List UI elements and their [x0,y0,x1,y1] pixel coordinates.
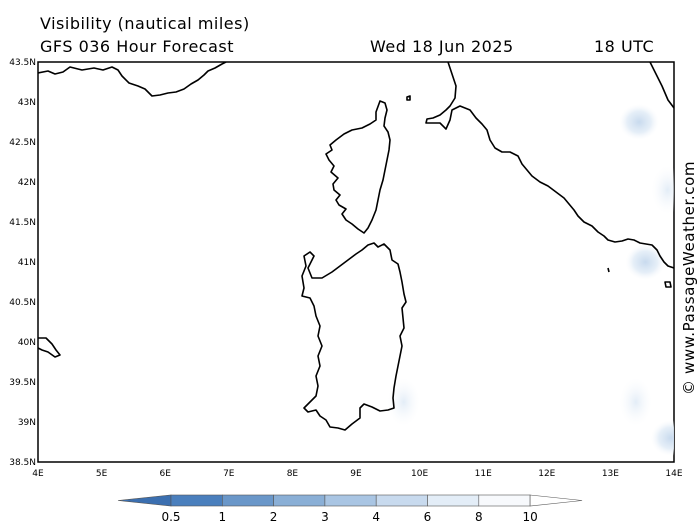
lon-tick-label: 7E [223,469,235,479]
map-title: Visibility (nautical miles) [40,14,250,33]
visibility-shading [387,104,674,456]
forecast-time: 18 UTC [594,37,655,56]
forecast-model: GFS 036 Hour Forecast [40,37,235,56]
low-visibility-area-4 [619,378,652,426]
lon-tick-label: 11E [475,469,492,479]
forecast-date: Wed 18 Jun 2025 [370,37,514,56]
colorbar-label: 10 [522,510,537,524]
colorbar-segment [170,494,223,507]
lon-tick-label: 12E [538,469,555,479]
coastlines [38,62,674,431]
island-corsica [325,100,391,234]
lat-tick-label: 42.5N [9,138,36,148]
visibility-colorbar: 0.5 1 2 3 4 6 8 10 [117,494,583,524]
lat-tick-label: 39.5N [9,378,36,388]
coast-italy [425,62,674,269]
lat-tick-label: 40N [18,338,36,348]
lat-tick-label: 41.5N [9,218,36,228]
colorbar-label: 1 [218,510,226,524]
islet-elba [406,95,411,101]
colorbar-label: 6 [424,510,432,524]
low-visibility-area-5 [650,420,674,456]
islet-ponza [607,267,610,273]
coast-italy-south-upper [649,62,674,109]
low-visibility-area-6 [387,378,420,426]
low-visibility-area-3 [625,244,666,280]
coast-menorca [38,337,61,358]
lat-tick-label: 41N [18,258,36,268]
colorbar-segment [529,494,583,507]
colorbar-segment [222,494,274,507]
lon-tick-label: 14E [665,469,682,479]
lon-tick-label: 13E [602,469,619,479]
longitude-labels: 4E 5E 6E 7E 8E 9E 10E 11E 12E 13E 14E [32,469,683,479]
colorbar-segment [375,494,428,507]
colorbar-label: 0.5 [161,510,180,524]
colorbar-segment [427,494,480,507]
lat-tick-label: 38.5N [9,458,36,468]
colorbar-label: 8 [475,510,483,524]
colorbar-segment [478,494,531,507]
colorbar-segment [273,494,326,507]
colorbar-segment [117,494,172,507]
lon-tick-label: 5E [96,469,108,479]
lon-tick-label: 10E [411,469,428,479]
lat-tick-label: 43N [18,98,36,108]
lon-tick-label: 6E [159,469,171,479]
site-watermark: © www.PassageWeather.com [680,161,698,395]
lon-tick-label: 9E [350,469,362,479]
colorbar-label: 4 [372,510,380,524]
lat-tick-label: 40.5N [9,298,36,308]
lon-tick-label: 8E [287,469,299,479]
island-sardinia [301,242,407,431]
colorbar-label: 3 [321,510,329,524]
low-visibility-area-1 [619,104,660,140]
low-visibility-area-2 [651,166,674,214]
colorbar-segment [324,494,377,507]
lat-tick-label: 42N [18,178,36,188]
colorbar-label: 2 [270,510,278,524]
lon-tick-label: 4E [32,469,44,479]
latitude-labels: 43.5N 43N 42.5N 42N 41.5N 41N 40.5N 40N 39.5N 39N… [9,58,36,468]
islet-ischia [664,281,672,288]
coast-france-liguria [38,62,227,97]
map-frame [37,61,675,463]
lat-tick-label: 39N [18,418,36,428]
lat-tick-label: 43.5N [9,58,36,68]
